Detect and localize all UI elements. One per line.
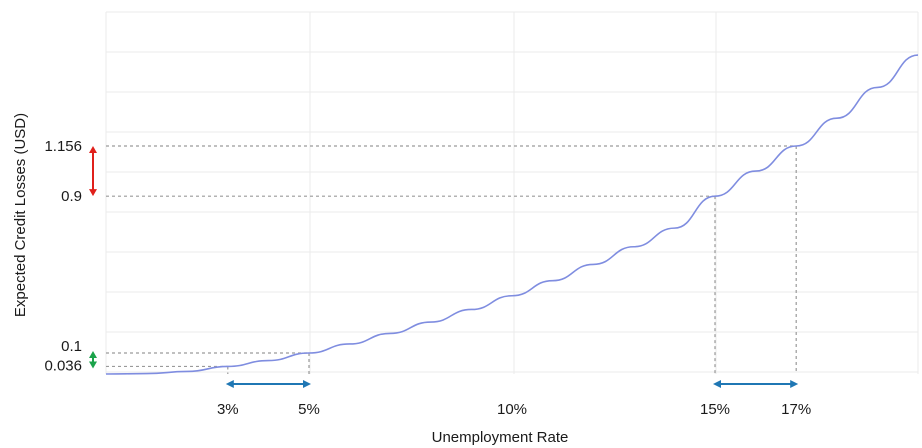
- x-tick-label: 15%: [700, 401, 730, 418]
- y-tick-label: 0.1: [61, 338, 82, 355]
- y-tick-label: 0.036: [44, 357, 82, 374]
- grid: [105, 11, 919, 374]
- guide-lines: [106, 145, 797, 374]
- y-tick-labels: 0.036 0.1 0.9 1.156: [44, 138, 82, 374]
- curve-line: [105, 54, 919, 375]
- y-tick-label: 1.156: [44, 138, 82, 155]
- x-axis-title: Unemployment Rate: [432, 429, 569, 446]
- y-axis-title: Expected Credit Losses (USD): [12, 113, 29, 317]
- range-arrow-head: [303, 380, 311, 388]
- range-arrow-head: [89, 361, 97, 369]
- x-tick-labels: 3% 5% 10% 15% 17%: [217, 401, 811, 418]
- x-tick-label: 5%: [298, 401, 320, 418]
- x-tick-label: 3%: [217, 401, 239, 418]
- range-arrow-head: [89, 146, 97, 153]
- range-arrow-head: [89, 351, 97, 358]
- x-tick-label: 17%: [781, 401, 811, 418]
- range-arrow-head: [225, 380, 234, 388]
- range-arrow-head: [790, 380, 799, 388]
- range-arrow-head: [89, 189, 97, 197]
- range-arrow-head: [713, 380, 721, 388]
- range-arrows: [89, 146, 799, 388]
- y-tick-label: 0.9: [61, 188, 82, 205]
- x-tick-label: 10%: [497, 401, 527, 418]
